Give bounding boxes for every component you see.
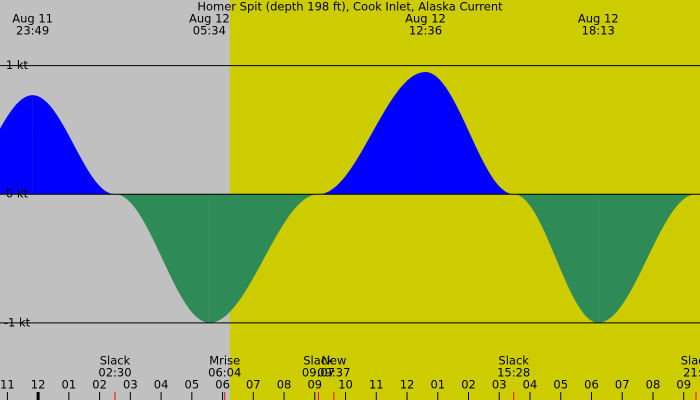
y-tick-label: 1 kt	[6, 58, 29, 72]
event-time: 15:28	[497, 366, 530, 380]
peak-date: Aug 12	[578, 12, 619, 26]
x-tick-label: 06	[215, 378, 230, 392]
event-time: 21:2	[683, 366, 700, 380]
peak-time: 23:49	[16, 24, 49, 38]
x-tick-label: 10	[338, 378, 353, 392]
current-area	[598, 194, 697, 323]
x-tick-label: 07	[615, 378, 630, 392]
x-tick-label: 04	[154, 378, 169, 392]
x-tick-label: 02	[92, 378, 107, 392]
peak-date: Aug 12	[189, 12, 230, 26]
current-area	[114, 194, 210, 323]
y-tick-label: 0 kt	[6, 187, 29, 201]
current-area	[32, 95, 115, 195]
event-label: Slack	[498, 354, 529, 368]
event-time: 09:07	[302, 366, 335, 380]
peak-date: Aug 12	[405, 12, 446, 26]
x-tick-label: 09	[676, 378, 691, 392]
peak-time: 12:36	[409, 24, 442, 38]
x-tick-label: 03	[492, 378, 507, 392]
event-label: New	[321, 354, 346, 368]
current-area	[513, 194, 599, 323]
x-tick-label: 01	[430, 378, 445, 392]
x-tick-label: 04	[523, 378, 538, 392]
x-tick-label: 12	[31, 378, 46, 392]
x-tick-label: 01	[62, 378, 77, 392]
x-tick-label: 08	[277, 378, 292, 392]
event-label: Slack	[303, 354, 334, 368]
x-tick-label: 03	[123, 378, 138, 392]
x-tick-label: 11	[0, 378, 15, 392]
current-area	[209, 194, 319, 323]
x-tick-label: 05	[185, 378, 200, 392]
x-tick-label: 02	[461, 378, 476, 392]
event-label: Mrise	[209, 354, 240, 368]
event-time: 09:37	[317, 366, 350, 380]
x-tick-label: 11	[369, 378, 384, 392]
x-tick-label: 09	[307, 378, 322, 392]
peak-time: 18:13	[582, 24, 615, 38]
current-area	[425, 72, 514, 195]
event-label: Slack	[100, 354, 131, 368]
event-time: 06:04	[208, 366, 241, 380]
peak-time: 05:34	[193, 24, 226, 38]
event-time: 02:30	[98, 366, 131, 380]
x-tick-label: 08	[646, 378, 661, 392]
current-area	[318, 72, 426, 195]
x-tick-label: 12	[400, 378, 415, 392]
chart-title: Homer Spit (depth 198 ft), Cook Inlet, A…	[197, 0, 503, 14]
current-area	[0, 95, 33, 195]
x-tick-label: 05	[553, 378, 568, 392]
peak-date: Aug 11	[12, 12, 53, 26]
event-label: Slack	[681, 354, 700, 368]
x-tick-label: 06	[584, 378, 599, 392]
y-tick-label: -1 kt	[4, 315, 31, 329]
x-tick-label: 07	[246, 378, 261, 392]
